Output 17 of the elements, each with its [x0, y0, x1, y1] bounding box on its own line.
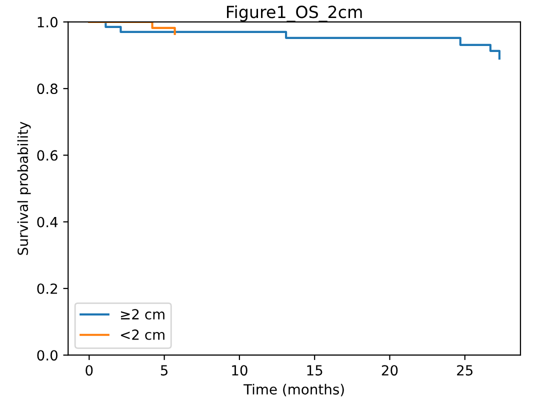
x-tick-label: 20	[382, 365, 398, 376]
y-tick-label: 0.4	[37, 216, 58, 228]
y-tick-label: 1.0	[38, 16, 58, 28]
x-tick-label: 5	[160, 365, 168, 376]
x-tick-label: 10	[232, 365, 248, 376]
y-axis-title: Survival probability	[17, 122, 31, 255]
x-tick-label: 0	[86, 365, 93, 376]
y-tick-label: 0.8	[37, 84, 58, 94]
chart-title: Figure1_OS_2cm	[227, 5, 362, 22]
y-tick-label: 0.2	[37, 283, 58, 294]
x-tick-label: 15	[307, 365, 322, 376]
legend-label: ≥2 cm	[120, 309, 164, 320]
legend-label: <2 cm	[120, 329, 164, 340]
x-tick-label: 25	[457, 365, 472, 376]
y-tick-label: 0.6	[37, 150, 58, 161]
x-axis-title: Time (months)	[243, 384, 344, 396]
y-tick-label: 0.0	[37, 350, 58, 361]
